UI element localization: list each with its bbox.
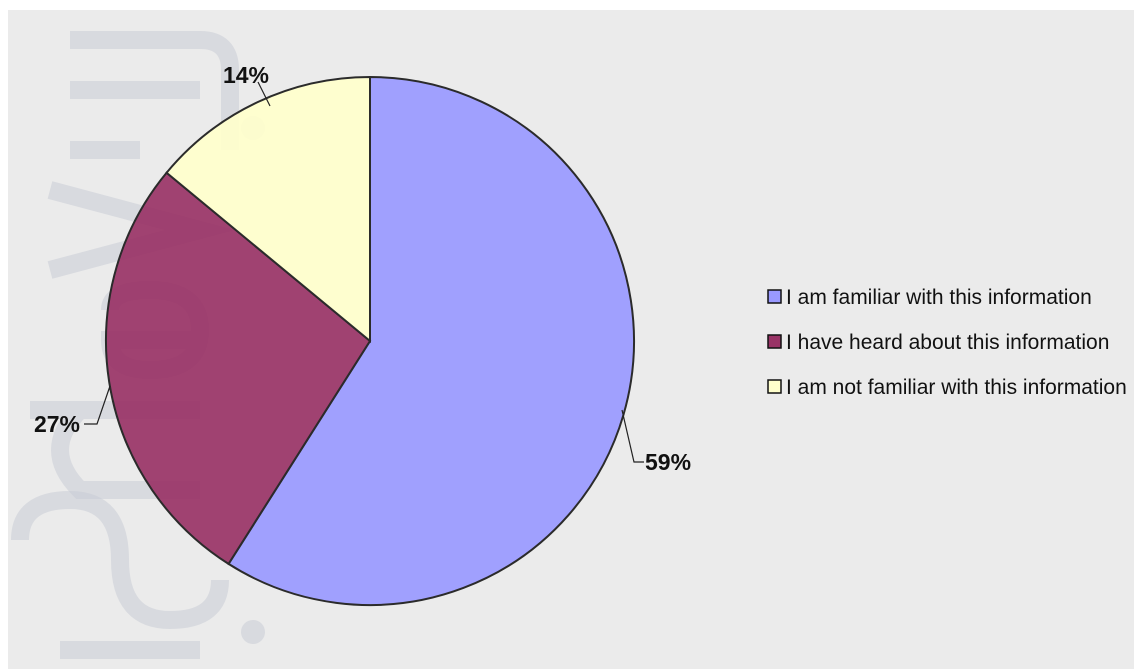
legend-label-familiar: I am familiar with this information (786, 286, 1092, 309)
data-label-heard-about: 27% (34, 411, 80, 437)
legend: I am familiar with this information I hav… (767, 286, 1127, 399)
pie-slice-not-familiar (165, 75, 371, 344)
legend-label-not-familiar: I am not familiar with this information (786, 376, 1127, 399)
legend-swatch-heard-about (767, 334, 782, 349)
legend-label-heard-about: I have heard about this information (786, 331, 1109, 354)
leader-line-familiar (621, 409, 644, 463)
legend-swatch-not-familiar (767, 379, 782, 394)
data-label-familiar: 59% (645, 449, 691, 475)
pie-slice-heard-about (105, 171, 372, 566)
leader-line-heard-about (84, 385, 111, 425)
leader-line-not-familiar (257, 81, 271, 107)
data-label-not-familiar: 14% (223, 62, 269, 88)
pie-chart: 59% 27% 14% (34, 62, 691, 606)
legend-swatch-familiar (767, 289, 782, 304)
